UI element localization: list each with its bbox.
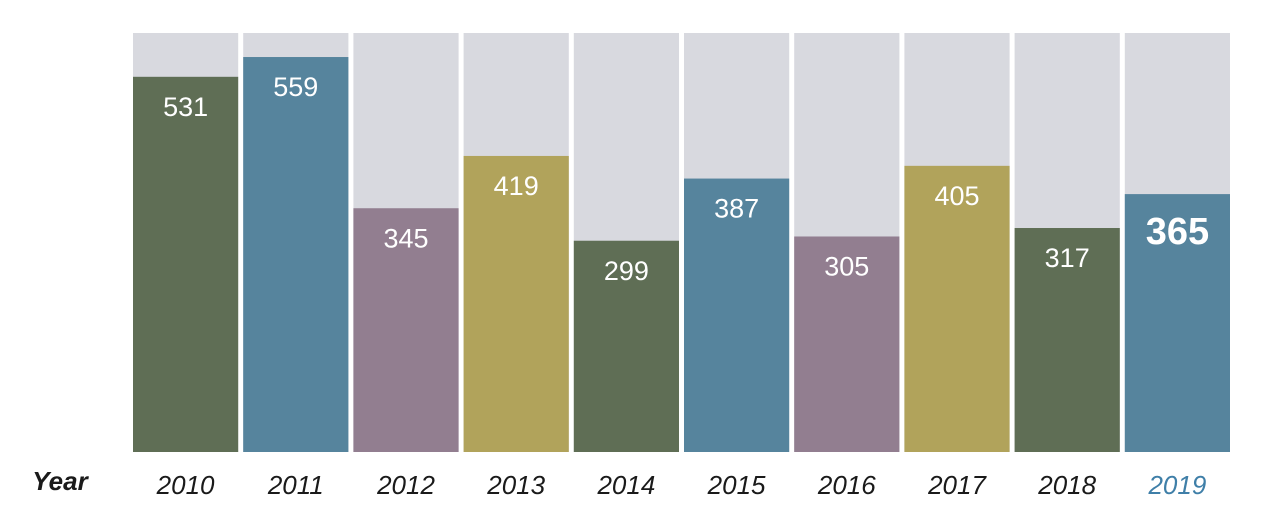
value-label: 299 — [604, 256, 649, 286]
x-tick-label: 2018 — [1037, 470, 1096, 500]
x-tick-label: 2017 — [927, 470, 987, 500]
bar — [904, 165, 1010, 452]
x-tick-label: 2012 — [376, 470, 435, 500]
bar — [794, 236, 900, 452]
x-axis-label: Year — [32, 466, 89, 496]
value-label: 317 — [1045, 243, 1090, 273]
bar — [1124, 194, 1230, 452]
x-tick-label: 2013 — [486, 470, 545, 500]
value-label: 345 — [383, 223, 428, 253]
x-tick-label: 2010 — [156, 470, 215, 500]
bar — [684, 178, 790, 452]
value-label: 419 — [494, 171, 539, 201]
value-label: 405 — [934, 181, 979, 211]
value-label: 531 — [163, 92, 208, 122]
value-label: 305 — [824, 252, 869, 282]
value-label: 387 — [714, 194, 759, 224]
x-tick-label: 2011 — [267, 470, 324, 500]
bar — [133, 76, 239, 453]
x-tick-label: 2016 — [817, 470, 876, 500]
value-label: 365 — [1146, 211, 1209, 253]
bar — [1014, 228, 1120, 452]
bar — [243, 57, 349, 452]
x-tick-label: 2019 — [1147, 470, 1206, 500]
bar — [353, 208, 459, 452]
value-label: 559 — [273, 72, 318, 102]
bar — [463, 155, 569, 453]
x-tick-label: 2014 — [596, 470, 655, 500]
x-tick-label: 2015 — [707, 470, 766, 500]
bar — [573, 240, 679, 452]
